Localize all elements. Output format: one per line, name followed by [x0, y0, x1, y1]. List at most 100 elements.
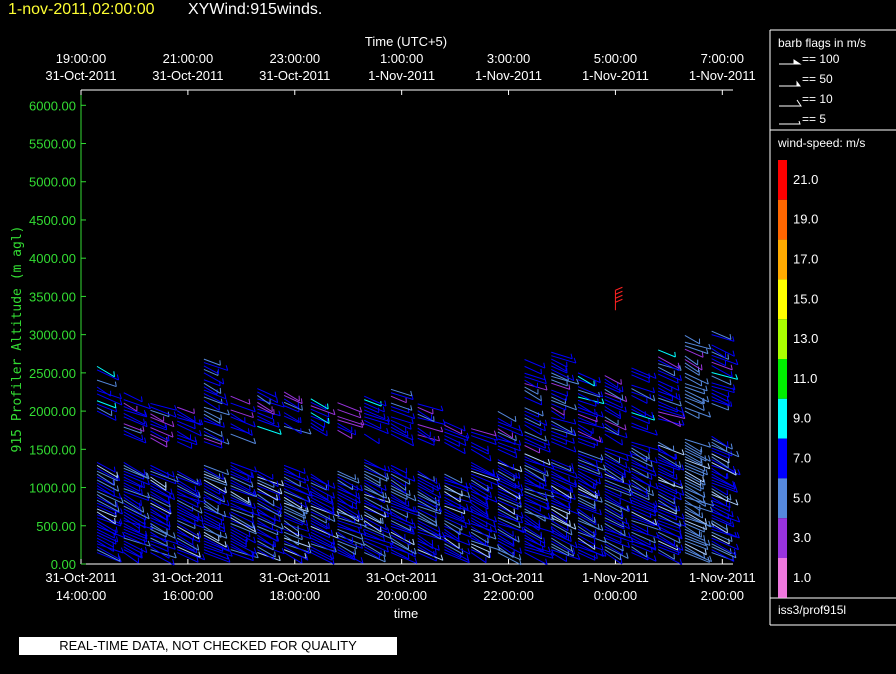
barb-flag: [518, 554, 522, 560]
barb-shaft: [283, 543, 312, 554]
barb-shaft: [257, 528, 278, 542]
barb-flag: [274, 391, 277, 398]
wind-barb: [390, 426, 409, 437]
barb-shaft: [684, 372, 709, 385]
barb-flag: [200, 419, 204, 425]
barb-shaft: [658, 520, 681, 529]
wind-barb: [203, 473, 227, 484]
barb-shaft: [470, 479, 489, 492]
barb-shaft: [123, 462, 146, 476]
barb-flag: [621, 545, 624, 551]
barb-shaft: [417, 406, 434, 415]
barb-flag: [594, 519, 597, 525]
wind-barb: [310, 419, 326, 428]
barb-shaft: [364, 528, 384, 538]
barb-shaft: [657, 359, 680, 372]
barb-flag: [520, 430, 524, 436]
wind-barb: [337, 409, 362, 419]
barb-shaft: [444, 482, 469, 492]
barb-shaft: [176, 528, 194, 541]
barb-shaft: [390, 416, 414, 425]
barb-shaft: [230, 502, 254, 515]
wind-barb: [363, 473, 381, 484]
barb-shaft: [203, 491, 225, 503]
barb-flag: [704, 549, 707, 555]
barb-shaft: [497, 448, 517, 459]
barb-shaft: [176, 479, 197, 493]
color-swatch: [778, 359, 787, 399]
barb-shaft: [390, 508, 408, 519]
wind-barb: [390, 473, 411, 485]
wind-barb: [337, 485, 361, 500]
barb-shaft: [497, 473, 520, 488]
barb-shaft: [310, 514, 327, 524]
barb-shaft: [711, 399, 732, 407]
barb-shaft: [470, 552, 487, 564]
barb-flag: [303, 477, 306, 484]
barb-flag: [599, 509, 602, 515]
barb-flag: [600, 544, 604, 551]
barb-shaft: [497, 540, 522, 554]
wind-barb: [631, 405, 654, 419]
wind-barb: [230, 423, 253, 436]
wind-barb: [230, 511, 255, 524]
barb-shaft: [176, 505, 200, 519]
barb-shaft: [444, 473, 463, 484]
barb-flag: [411, 439, 415, 446]
wind-barb: [417, 430, 436, 443]
barb-flag: [516, 503, 519, 510]
barb-shaft: [497, 543, 515, 556]
wind-barb: [577, 424, 594, 434]
wind-barb: [230, 531, 248, 543]
barb-shaft: [551, 393, 567, 402]
wind-barb: [470, 464, 495, 477]
barb-shaft: [497, 523, 526, 533]
barb-shaft: [497, 546, 514, 558]
barb-shaft: [524, 549, 554, 559]
barb-shaft: [257, 408, 281, 417]
wind-barb: [283, 525, 300, 537]
wind-barb: [684, 341, 712, 350]
barb-shaft: [176, 511, 199, 522]
wind-barb: [577, 427, 592, 437]
wind-barb: [417, 552, 437, 562]
barb-flag: [442, 419, 446, 425]
barb-shaft: [577, 453, 603, 464]
wind-barb: [497, 424, 524, 437]
wind-barb: [417, 427, 431, 438]
barb-flag: [653, 372, 657, 379]
barb-flag: [541, 546, 544, 552]
wind-barb: [123, 412, 146, 425]
barb-shaft: [337, 549, 364, 564]
barb-flag: [197, 497, 200, 504]
wind-barb: [684, 345, 709, 355]
barb-flag: [193, 415, 196, 422]
barb-shaft: [631, 520, 661, 531]
wind-barb: [337, 531, 354, 544]
wind-barb: [684, 531, 706, 541]
barb-shaft: [711, 453, 730, 464]
barb-shaft: [444, 531, 460, 543]
barb-shaft: [230, 470, 249, 481]
barb-shaft: [123, 496, 141, 509]
barb-shaft: [657, 482, 685, 496]
barb-flag: [728, 502, 731, 508]
barb-flag: [253, 523, 256, 529]
barb-shaft: [177, 476, 201, 487]
barb-flag: [279, 429, 282, 435]
wind-barb: [604, 479, 632, 492]
barb-flag: [198, 419, 202, 426]
barb-shaft: [497, 464, 521, 480]
barb-shaft: [604, 399, 623, 409]
wind-barb: [283, 534, 300, 546]
barb-shaft: [551, 546, 569, 557]
wind-barb: [176, 485, 201, 499]
wind-barb: [577, 393, 600, 405]
barb-shaft: [657, 366, 675, 377]
barb-flag: [675, 453, 678, 459]
wind-barb: [551, 406, 565, 416]
barb-flag: [279, 503, 283, 510]
barb-flag: [226, 438, 230, 445]
barb-flag: [118, 493, 122, 499]
barb-shaft: [230, 433, 256, 445]
